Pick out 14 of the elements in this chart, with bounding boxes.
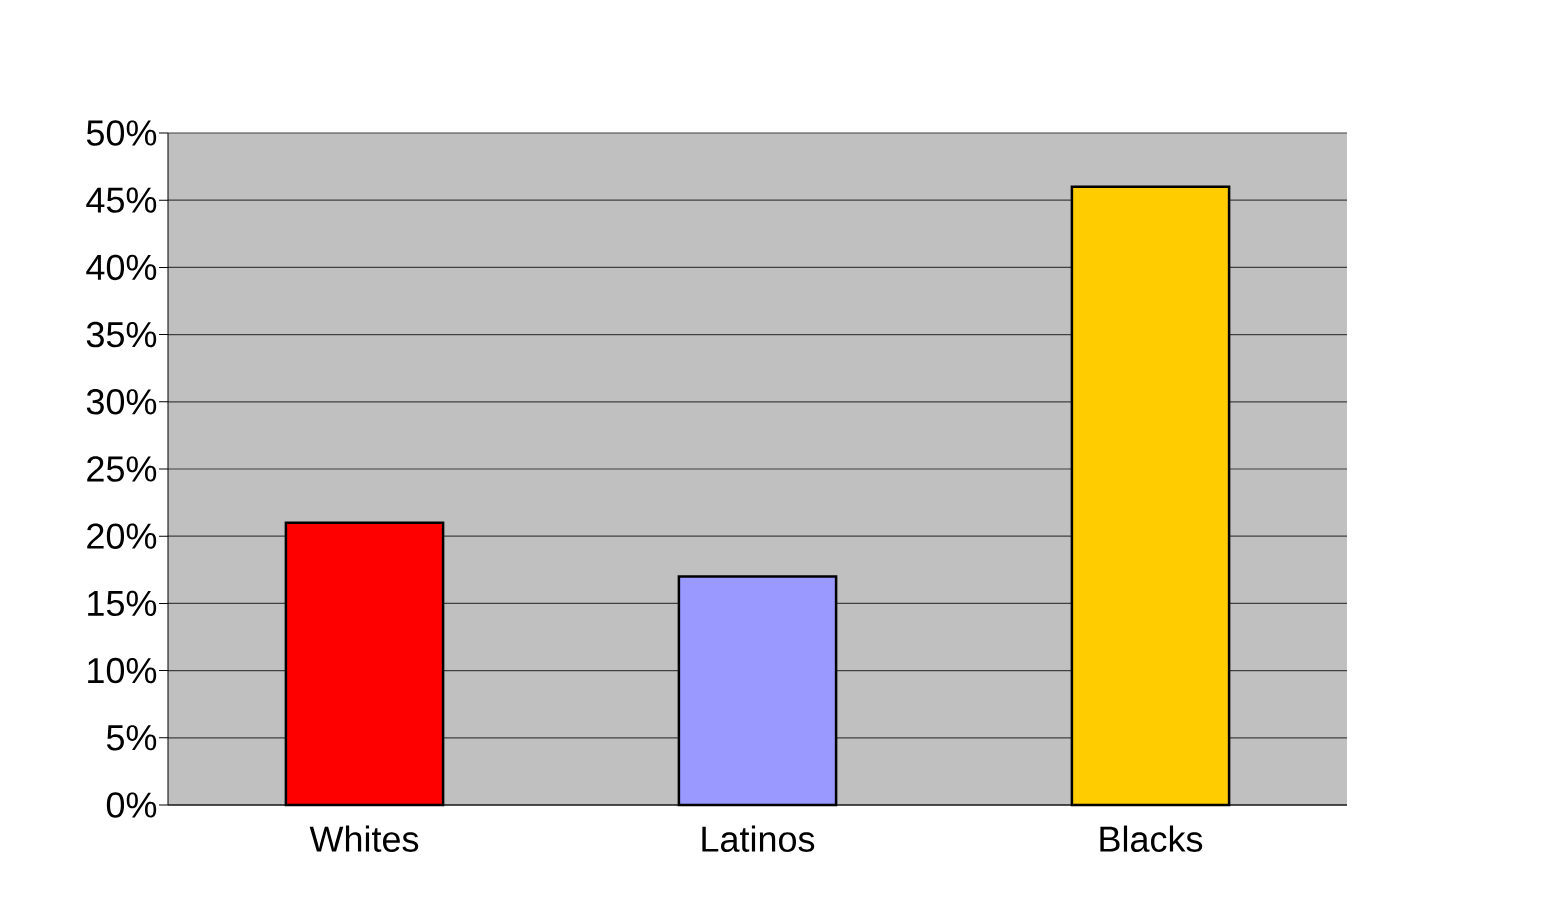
y-tick-label: 0%	[106, 792, 157, 818]
y-tick-label: 25%	[87, 456, 157, 482]
x-tick-label: Latinos	[702, 825, 815, 852]
y-tick-label: 50%	[86, 120, 157, 146]
y-tick-label: 5%	[106, 725, 157, 751]
y-tick-label: 35%	[86, 321, 157, 348]
y-tick-label: 10%	[88, 657, 157, 684]
x-tick-label: Whites	[309, 825, 419, 852]
y-tick-label: 40%	[86, 254, 157, 281]
x-tick-label: Blacks	[1100, 825, 1203, 852]
y-tick-label: 15%	[88, 590, 157, 617]
y-tick-label: 45%	[86, 187, 157, 213]
y-tick-label: 20%	[87, 523, 157, 549]
y-tick-label: 30%	[86, 389, 157, 415]
